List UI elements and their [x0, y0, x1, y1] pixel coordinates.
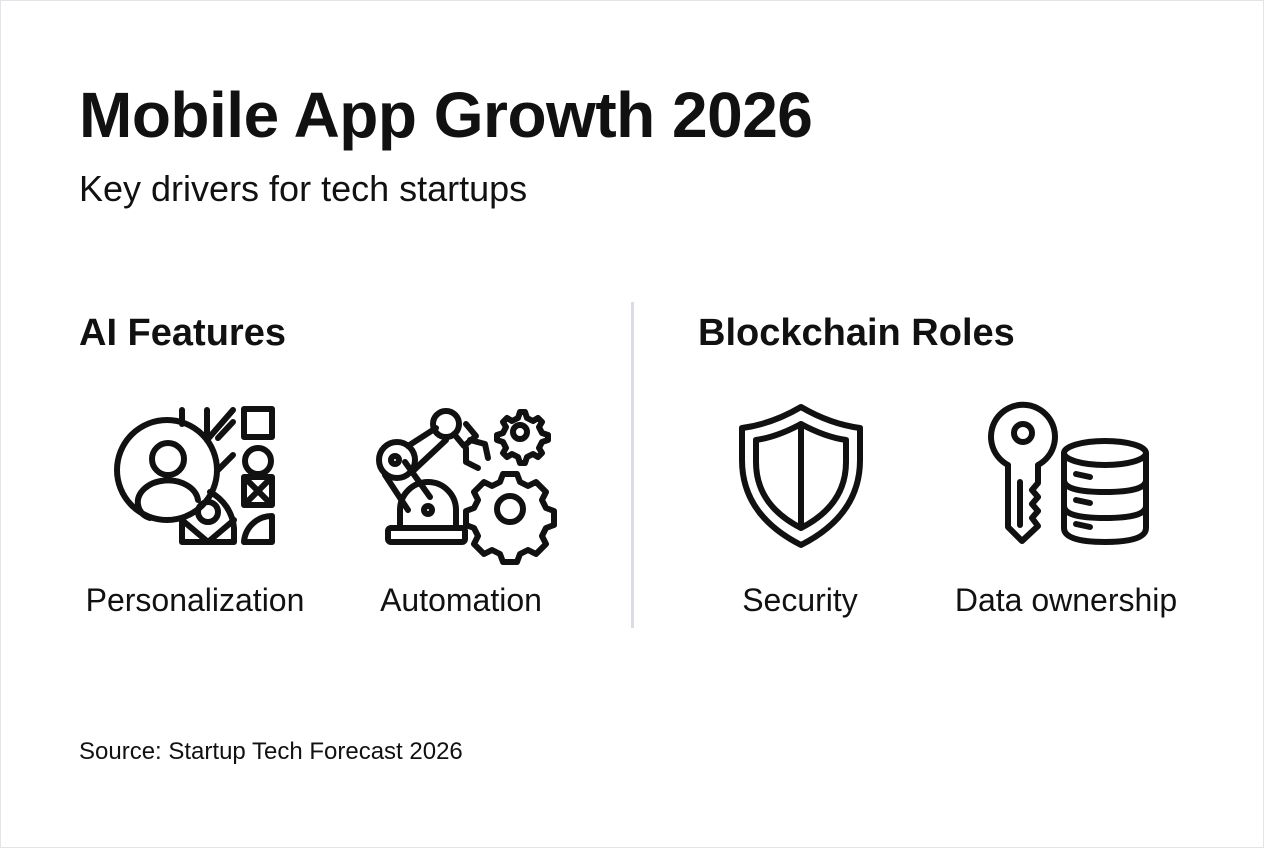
section-divider [631, 302, 634, 628]
item-label-security: Security [742, 582, 858, 618]
personalization-icon [114, 406, 275, 545]
section-heading-ai: AI Features [79, 312, 286, 354]
source-note: Source: Startup Tech Forecast 2026 [79, 738, 463, 765]
page-title: Mobile App Growth 2026 [79, 79, 813, 151]
key-database-icon [988, 401, 1149, 545]
robot-arm-gears-icon [376, 408, 557, 565]
item-label-data-ownership: Data ownership [954, 582, 1178, 618]
page-subtitle: Key drivers for tech startups [79, 168, 528, 209]
section-heading-blockchain: Blockchain Roles [698, 312, 1015, 354]
item-label-automation: Automation [380, 582, 542, 618]
item-label-personalization: Personalization [85, 582, 305, 618]
shield-icon [739, 404, 863, 548]
